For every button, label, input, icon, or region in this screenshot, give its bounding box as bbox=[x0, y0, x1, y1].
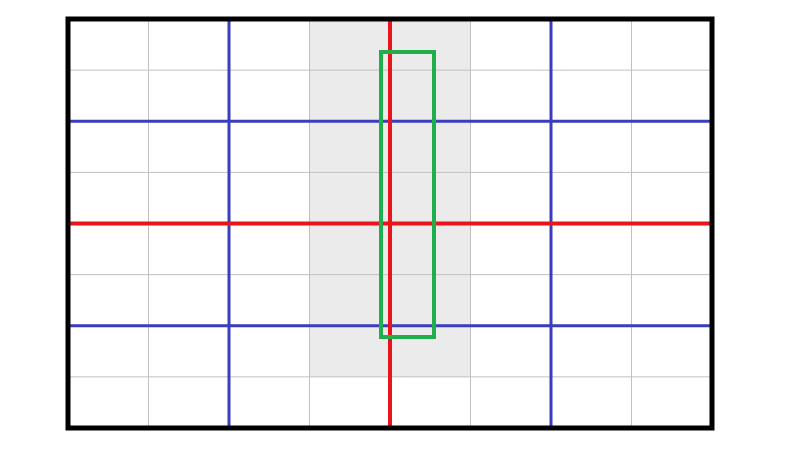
frame-layer bbox=[65, 16, 715, 431]
center-axis-layer bbox=[68, 19, 712, 428]
selection-box-layer bbox=[379, 50, 436, 339]
outer-frame bbox=[65, 16, 715, 431]
selection-box bbox=[379, 50, 436, 339]
